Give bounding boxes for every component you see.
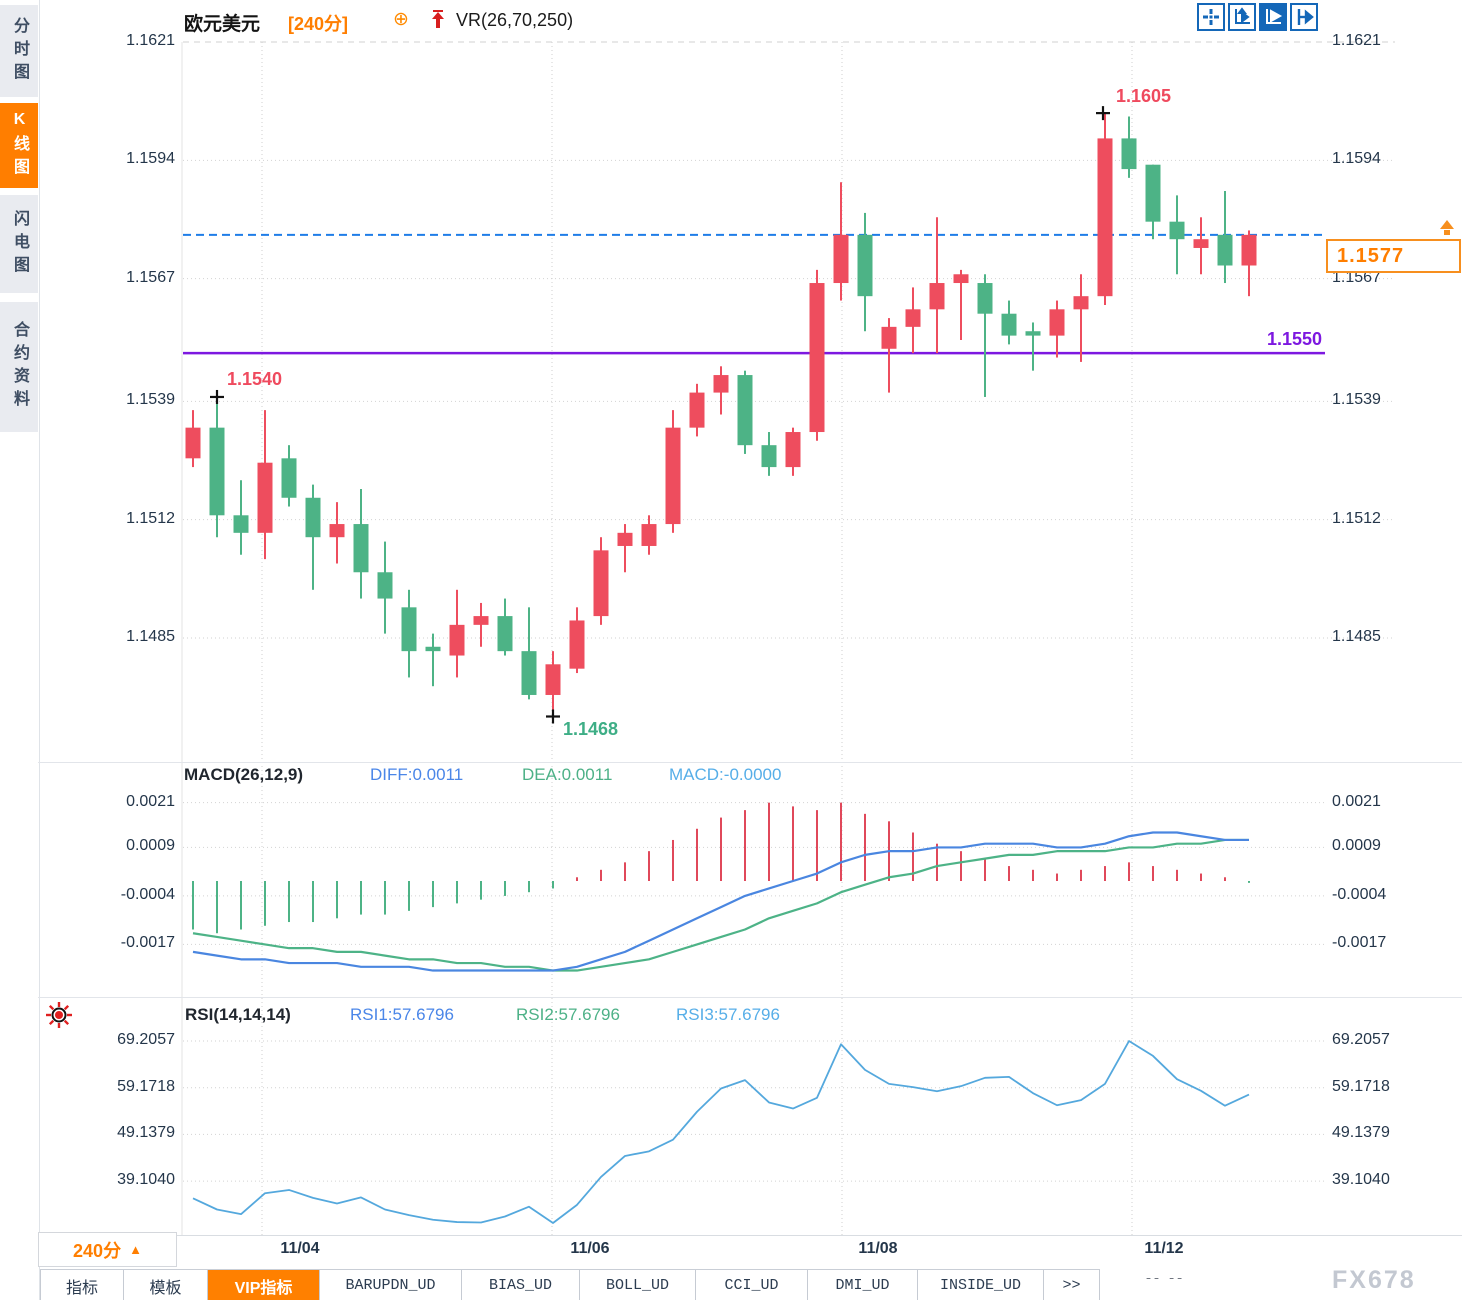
chart-toolbar: [1197, 3, 1318, 31]
rsi-title[interactable]: RSI(14,14,14): [185, 1005, 291, 1024]
add-indicator-icon[interactable]: ⊕: [393, 9, 409, 30]
go-latest-icon[interactable]: [1290, 3, 1318, 31]
rsi3-value: RSI3:57.6796: [676, 1005, 780, 1024]
indicator-tab-9[interactable]: INSIDE_UD: [918, 1270, 1044, 1300]
last-price-value: 1.1577: [1337, 244, 1405, 267]
swing-low-label: 1.1468: [563, 719, 619, 739]
pointer-play-icon[interactable]: [1259, 3, 1287, 31]
price-axis-label: 1.1512: [126, 509, 175, 527]
indicator-tab-8[interactable]: DMI_UD: [808, 1270, 918, 1300]
symbol-title: 欧元美元: [184, 14, 261, 35]
clipped-tab-text: -- --: [1146, 1270, 1186, 1279]
date-axis-label: 11/04: [280, 1240, 320, 1257]
indicator-tab-3[interactable]: VIP指标: [208, 1270, 320, 1300]
price-axis-label: 1.1512: [1332, 509, 1381, 527]
sidebar-chart-type-tabs: 分时图 K线图闪电图合约资料: [0, 0, 40, 1300]
indicator-tab-1[interactable]: 指标: [40, 1270, 124, 1300]
price-axis-label: 1.1621: [1332, 32, 1381, 49]
price-axis-label: 1.1539: [1332, 391, 1381, 409]
swing-high-label-1: 1.1540: [227, 369, 283, 389]
macd-axis-label: 0.0021: [1332, 792, 1381, 810]
watermark: FX678: [1332, 1266, 1416, 1294]
rsi-axis-label: 69.2057: [117, 1031, 175, 1048]
indicator-tab-6[interactable]: BOLL_UD: [580, 1270, 696, 1300]
macd-value: MACD:-0.0000: [669, 765, 782, 784]
rsi2-value: RSI2:57.6796: [516, 1005, 620, 1024]
support-line-label: 1.1550: [1266, 329, 1322, 349]
rsi-axis-label: 59.1718: [117, 1077, 175, 1095]
price-axis-label: 1.1485: [1332, 627, 1381, 645]
price-axis-label: 1.1485: [126, 627, 175, 645]
rsi-axis-label: 49.1379: [1332, 1124, 1390, 1142]
rsi-axis-label: 69.2057: [1332, 1031, 1390, 1048]
macd-axis-label: 0.0021: [126, 792, 175, 810]
price-axis-label: 1.1539: [126, 391, 175, 409]
indicator-tab-2[interactable]: 模板: [124, 1270, 208, 1300]
rsi-axis-label: 59.1718: [1332, 1077, 1390, 1095]
price-axis-label: 1.1621: [126, 32, 175, 49]
price-axis-label: 1.1594: [126, 150, 175, 168]
panel-divider: [38, 1235, 1462, 1236]
sidebar-tab-1[interactable]: 分时图: [0, 5, 38, 97]
indicator-tab-bar: 指标 模板 VIP指标 BARUPDN_UD BIAS_UD BOLL_UD CCI_UD D…: [40, 1269, 1100, 1300]
last-price-box: 1.1577: [1326, 239, 1461, 273]
macd-title[interactable]: MACD(26,12,9): [184, 765, 304, 784]
indicator-tab-7[interactable]: CCI_UD: [696, 1270, 808, 1300]
sidebar-tab-4[interactable]: 合约资料: [0, 302, 38, 432]
price-axis-label: 1.1567: [126, 268, 175, 286]
rsi-axis-label: 39.1040: [117, 1171, 175, 1189]
timeframe-value: 240分: [73, 1240, 122, 1261]
red-up-arrow-icon: [429, 7, 447, 36]
chevron-up-icon: ▲: [129, 1242, 142, 1257]
date-axis-label: 11/12: [1144, 1240, 1184, 1257]
date-axis-label: 11/08: [858, 1240, 898, 1257]
red-sun-icon[interactable]: [44, 1000, 74, 1035]
macd-axis-label: -0.0004: [120, 885, 175, 903]
swing-high-label-2: 1.1605: [1116, 86, 1172, 106]
macd-diff-value: DIFF:0.0011: [370, 765, 464, 784]
timeframe-selector[interactable]: 240分 ▲: [38, 1232, 177, 1267]
rsi1-value: RSI1:57.6796: [350, 1005, 454, 1024]
sidebar-tab-2[interactable]: K线图: [0, 103, 38, 188]
macd-axis-label: 0.0009: [1332, 837, 1381, 855]
more-tabs-button[interactable]: >>: [1044, 1270, 1100, 1300]
vr-indicator-label: VR(26,70,250): [456, 10, 574, 30]
axis-scale-icon[interactable]: [1228, 3, 1256, 31]
panel-divider: [38, 762, 1462, 763]
period-tag: [240分]: [288, 14, 349, 34]
date-axis-label: 11/06: [570, 1240, 610, 1257]
macd-axis-label: -0.0017: [120, 934, 175, 952]
rsi-axis-label: 49.1379: [117, 1124, 175, 1142]
move-icon[interactable]: [1197, 3, 1225, 31]
price-up-arrow-icon: [1438, 219, 1456, 242]
panel-divider: [38, 997, 1462, 998]
macd-axis-label: 0.0009: [126, 837, 175, 855]
macd-axis-label: -0.0004: [1332, 885, 1387, 903]
price-axis-label: 1.1594: [1332, 150, 1381, 168]
indicator-tab-5[interactable]: BIAS_UD: [462, 1270, 580, 1300]
macd-dea-value: DEA:0.0011: [522, 765, 613, 784]
macd-axis-label: -0.0017: [1332, 934, 1387, 952]
indicator-tab-4[interactable]: BARUPDN_UD: [320, 1270, 462, 1300]
rsi-axis-label: 39.1040: [1332, 1171, 1390, 1189]
sidebar-tab-3[interactable]: 闪电图: [0, 195, 38, 293]
